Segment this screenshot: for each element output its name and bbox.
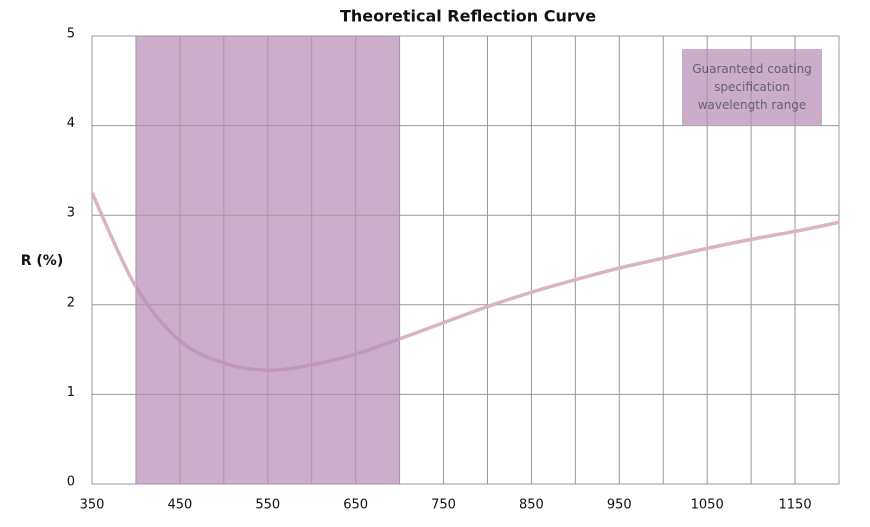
x-tick-label: 1050 <box>691 498 724 513</box>
x-tick-label: 950 <box>607 498 632 513</box>
x-tick-label: 450 <box>167 498 192 513</box>
x-tick-label: 750 <box>431 498 456 513</box>
y-tick-label: 0 <box>67 475 75 490</box>
y-tick-label: 2 <box>67 295 75 310</box>
band-legend: Guaranteed coating specification wavelen… <box>682 49 822 125</box>
y-axis-label: R (%) <box>21 253 63 269</box>
spec-band <box>135 36 400 484</box>
x-tick-label: 1150 <box>779 498 812 513</box>
x-tick-label: 350 <box>80 498 105 513</box>
x-tick-label: 650 <box>343 498 368 513</box>
y-tick-label: 5 <box>67 27 75 42</box>
y-tick-label: 1 <box>67 385 75 400</box>
x-tick-label: 850 <box>519 498 544 513</box>
x-tick-label: 550 <box>255 498 280 513</box>
y-tick-label: 3 <box>67 206 75 221</box>
chart-title: Theoretical Reflection Curve <box>340 7 596 26</box>
y-tick-label: 4 <box>67 116 75 131</box>
